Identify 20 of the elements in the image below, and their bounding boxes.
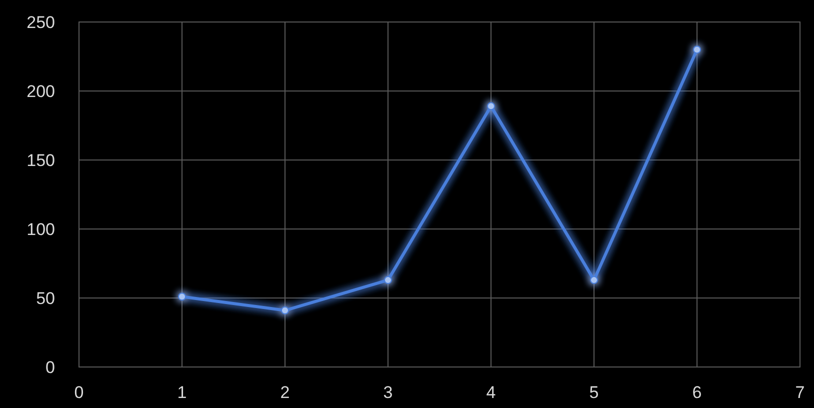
point — [384, 276, 392, 284]
point — [590, 276, 598, 284]
y-tick-label: 0 — [46, 358, 55, 377]
x-tick-label: 3 — [383, 383, 393, 402]
y-tick-label: 50 — [36, 288, 55, 308]
y-tick-label: 150 — [26, 150, 55, 170]
point — [281, 306, 289, 314]
point — [693, 46, 701, 54]
y-tick-label: 200 — [26, 82, 55, 101]
point — [487, 102, 495, 110]
x-tick-label: 0 — [74, 383, 84, 402]
x-tick-label: 6 — [692, 383, 702, 402]
y-tick-label: 250 — [26, 12, 55, 32]
x-tick-label: 7 — [795, 383, 805, 402]
x-tick-label: 1 — [177, 383, 187, 402]
point — [178, 292, 186, 301]
x-tick-label: 2 — [280, 383, 290, 402]
y-tick-label: 100 — [26, 220, 55, 239]
x-tick-label: 5 — [589, 383, 599, 402]
x-tick-label: 4 — [486, 383, 496, 402]
